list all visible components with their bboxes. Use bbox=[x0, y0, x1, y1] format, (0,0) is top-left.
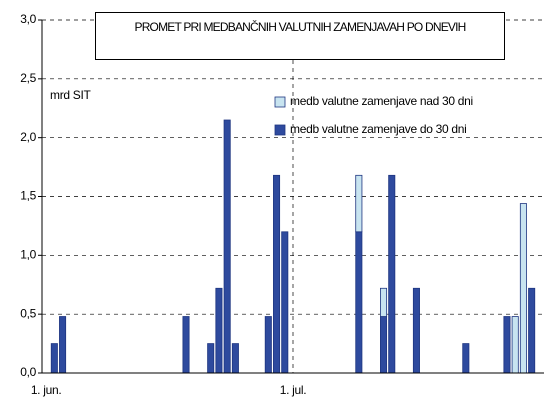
y-tick-label: 2,0 bbox=[20, 130, 36, 144]
legend-label: medb valutne zamenjave nad 30 dni bbox=[290, 94, 473, 108]
bar-segment bbox=[462, 343, 470, 374]
y-tick-label: 0,0 bbox=[20, 365, 36, 379]
bar-segment bbox=[355, 231, 363, 374]
bar-segment bbox=[511, 316, 519, 374]
bar-segment bbox=[380, 316, 388, 374]
legend-swatch bbox=[274, 96, 286, 108]
y-axis-label: mrd SIT bbox=[50, 88, 92, 102]
bar-segment bbox=[50, 343, 58, 374]
y-tick-label: 1,5 bbox=[20, 189, 36, 203]
y-tick-label: 3,0 bbox=[20, 12, 36, 26]
chart-title: PROMET PRI MEDBANČNIH VALUTNIH ZAMENJAVA… bbox=[95, 12, 505, 60]
y-tick-label: 2,5 bbox=[20, 71, 36, 85]
legend-swatch bbox=[274, 124, 286, 136]
bar-segment bbox=[380, 287, 388, 317]
bar-segment bbox=[388, 174, 396, 374]
bar-segment bbox=[412, 287, 420, 374]
y-tick-label: 0,5 bbox=[20, 306, 36, 320]
bar-segment bbox=[207, 343, 215, 374]
y-tick-label: 1,0 bbox=[20, 248, 36, 262]
bar-segment bbox=[182, 316, 190, 374]
bar-segment bbox=[503, 316, 511, 374]
bar-segment bbox=[223, 119, 231, 374]
bar-segment bbox=[528, 287, 536, 374]
x-tick-label: 1. jul. bbox=[280, 383, 307, 397]
bar-segment bbox=[215, 287, 223, 374]
legend-label: medb valutne zamenjave do 30 dni bbox=[290, 122, 467, 136]
bar-segment bbox=[281, 231, 289, 374]
bar-segment bbox=[273, 174, 281, 374]
bar-segment bbox=[231, 343, 239, 374]
bar-segment bbox=[355, 174, 363, 233]
bar-segment bbox=[519, 203, 527, 374]
bar-segment bbox=[264, 316, 272, 374]
x-tick-label: 1. jun. bbox=[31, 383, 62, 397]
bar-segment bbox=[59, 316, 67, 374]
